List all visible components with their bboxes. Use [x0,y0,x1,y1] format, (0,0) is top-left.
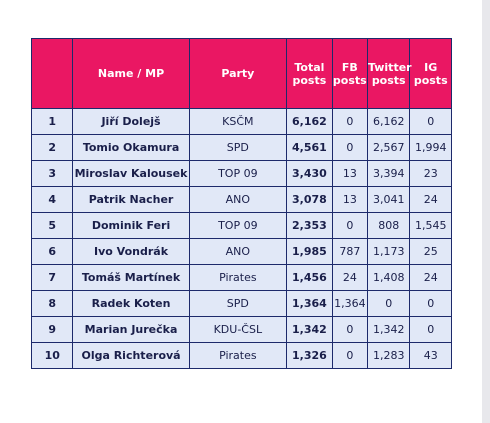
cell-rank: 7 [30,264,74,291]
cell-twitter: 1,173 [366,238,411,265]
table-row: 6 Ivo Vondrák ANO 1,985 787 1,173 25 [30,238,452,265]
cell-ig: 0 [409,290,452,317]
cell-ig: 23 [409,160,452,187]
cell-twitter: 2,567 [366,134,411,161]
mp-posts-table: Name / MP Party Total posts FB posts Twi… [30,38,452,369]
cell-fb: 13 [331,186,368,213]
cell-fb: 0 [331,342,368,369]
header-name: Name / MP [72,38,190,109]
cell-party: KSČM [188,108,288,135]
cell-twitter: 1,283 [366,342,411,369]
cell-party: KDU-ČSL [188,316,288,343]
cell-name: Ivo Vondrák [72,238,190,265]
cell-name: Patrik Nacher [72,186,190,213]
cell-twitter: 808 [366,212,411,239]
cell-party: Pirates [188,342,288,369]
cell-fb: 0 [331,316,368,343]
cell-ig: 1,545 [409,212,452,239]
cell-twitter: 1,408 [366,264,411,291]
cell-ig: 0 [409,316,452,343]
table-row: 10 Olga Richterová Pirates 1,326 0 1,283 43 [30,342,452,369]
table-row: 9 Marian Jurečka KDU-ČSL 1,342 0 1,342 0 [30,316,452,343]
cell-name: Dominik Feri [72,212,190,239]
cell-total: 4,561 [286,134,333,161]
table-row: 2 Tomio Okamura SPD 4,561 0 2,567 1,994 [30,134,452,161]
table-row: 7 Tomáš Martínek Pirates 1,456 24 1,408 24 [30,264,452,291]
cell-ig: 0 [409,108,452,135]
cell-twitter: 3,041 [366,186,411,213]
cell-name: Tomáš Martínek [72,264,190,291]
cell-name: Radek Koten [72,290,190,317]
cell-party: SPD [188,290,288,317]
cell-rank: 4 [30,186,74,213]
cell-twitter: 1,342 [366,316,411,343]
cell-party: ANO [188,186,288,213]
cell-twitter: 3,394 [366,160,411,187]
cell-rank: 6 [30,238,74,265]
table-header: Name / MP Party Total posts FB posts Twi… [30,38,452,109]
cell-total: 1,456 [286,264,333,291]
cell-name: Tomio Okamura [72,134,190,161]
cell-twitter: 0 [366,290,411,317]
cell-name: Jiří Dolejš [72,108,190,135]
cell-name: Olga Richterová [72,342,190,369]
cell-party: Pirates [188,264,288,291]
cell-total: 1,985 [286,238,333,265]
cell-party: TOP 09 [188,212,288,239]
cell-rank: 2 [30,134,74,161]
cell-fb: 1,364 [331,290,368,317]
cell-party: TOP 09 [188,160,288,187]
cell-ig: 43 [409,342,452,369]
cell-fb: 0 [331,212,368,239]
cell-rank: 10 [30,342,74,369]
header-fb-posts: FB posts [331,38,368,109]
cell-ig: 1,994 [409,134,452,161]
cell-name: Miroslav Kalousek [72,160,190,187]
table-row: 4 Patrik Nacher ANO 3,078 13 3,041 24 [30,186,452,213]
table-body: 1 Jiří Dolejš KSČM 6,162 0 6,162 0 2 Tomio Okamu… [30,108,452,369]
cell-ig: 24 [409,264,452,291]
table-row: 3 Miroslav Kalousek TOP 09 3,430 13 3,394 23 [30,160,452,187]
cell-party: ANO [188,238,288,265]
header-twitter-posts: Twitter posts [366,38,412,109]
cell-total: 3,078 [286,186,333,213]
cell-fb: 24 [331,264,368,291]
cell-rank: 1 [30,108,74,135]
cell-total: 1,342 [286,316,333,343]
page-edge-strip [482,0,490,423]
cell-total: 6,162 [286,108,333,135]
cell-rank: 8 [30,290,74,317]
cell-fb: 0 [331,134,368,161]
cell-total: 1,326 [286,342,333,369]
cell-ig: 25 [409,238,452,265]
table-row: 1 Jiří Dolejš KSČM 6,162 0 6,162 0 [30,108,452,135]
cell-rank: 3 [30,160,74,187]
cell-party: SPD [188,134,288,161]
cell-total: 1,364 [286,290,333,317]
cell-fb: 0 [331,108,368,135]
table-row: 8 Radek Koten SPD 1,364 1,364 0 0 [30,290,452,317]
cell-rank: 9 [30,316,74,343]
header-rank [30,38,74,109]
table-row: 5 Dominik Feri TOP 09 2,353 0 808 1,545 [30,212,452,239]
cell-total: 3,430 [286,160,333,187]
header-party: Party [188,38,288,109]
header-ig-posts: IG posts [409,38,452,109]
cell-rank: 5 [30,212,74,239]
cell-fb: 787 [331,238,368,265]
cell-total: 2,353 [286,212,333,239]
cell-ig: 24 [409,186,452,213]
cell-fb: 13 [331,160,368,187]
cell-name: Marian Jurečka [72,316,190,343]
header-total-posts: Total posts [286,38,333,109]
cell-twitter: 6,162 [366,108,411,135]
